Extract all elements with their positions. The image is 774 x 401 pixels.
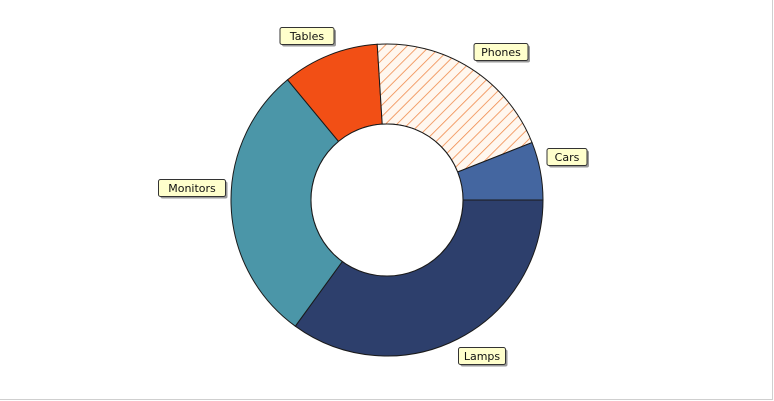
- label-text: Monitors: [168, 182, 216, 195]
- label-text: Tables: [289, 30, 324, 43]
- label-text: Phones: [481, 46, 521, 59]
- label-text: Cars: [555, 151, 580, 164]
- label-cars: Cars: [546, 148, 589, 168]
- label-box: [473, 43, 529, 61]
- slices-group: [230, 43, 544, 357]
- label-text: Lamps: [464, 350, 501, 363]
- label-tables: Tables: [279, 27, 336, 47]
- donut-hole: [310, 123, 464, 277]
- label-monitors: Monitors: [158, 179, 228, 199]
- label-box: [279, 27, 335, 45]
- label-box: [458, 347, 506, 365]
- label-lamps: Lamps: [458, 347, 508, 367]
- label-phones: Phones: [473, 43, 530, 63]
- label-box: [158, 179, 226, 197]
- labels-group: Lamps Monitors Tables Phones Cars: [158, 27, 589, 367]
- label-box: [546, 148, 588, 166]
